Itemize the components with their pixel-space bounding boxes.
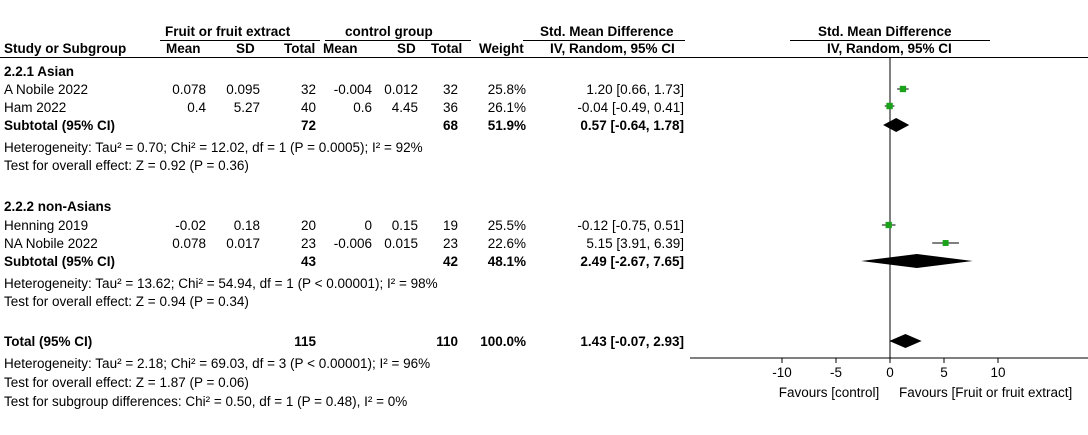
- mean2: 0.6: [353, 100, 372, 115]
- study-marker: [885, 221, 892, 229]
- subtotal-total1: 72: [300, 118, 316, 133]
- sd1: 0.18: [233, 218, 260, 233]
- mean2: 0: [364, 218, 372, 233]
- x-tick-label: -5: [830, 365, 842, 380]
- subgroup-differences-text: Test for subgroup differences: Chi² = 0.…: [4, 394, 408, 409]
- subtotal-total2: 68: [442, 118, 458, 133]
- col-method: IV, Random, 95% CI: [550, 41, 675, 56]
- col-sd1: SD: [236, 41, 255, 56]
- col-weight: Weight: [479, 41, 524, 56]
- total1: 20: [300, 218, 316, 233]
- col-mean1: Mean: [166, 41, 201, 56]
- study-marker: [899, 85, 907, 93]
- underline-smd-plot: [790, 40, 990, 41]
- mean1: 0.078: [172, 82, 206, 97]
- total1: 23: [300, 236, 316, 251]
- mean2: -0.006: [333, 236, 372, 251]
- underline-group2: [325, 40, 471, 41]
- total-weight: 100.0%: [480, 334, 526, 349]
- header-smd-plot: Std. Mean Difference: [818, 24, 952, 39]
- subgroup-title: 2.2.1 Asian: [4, 64, 75, 79]
- study-marker: [886, 102, 893, 110]
- mean1: -0.02: [175, 218, 206, 233]
- total2: 32: [442, 82, 458, 97]
- subgroup-title: 2.2.2 non-Asians: [4, 199, 112, 214]
- weight: 25.8%: [487, 82, 526, 97]
- sd2: 4.45: [391, 100, 418, 115]
- col-total2: Total: [431, 41, 463, 56]
- x-tick-label: 0: [886, 365, 894, 380]
- col-method-plot: IV, Random, 95% CI: [827, 41, 952, 56]
- total-overall-effect-text: Test for overall effect: Z = 1.87 (P = 0…: [4, 375, 249, 390]
- subtotal-ci: 2.49 [-2.67, 7.65]: [580, 254, 684, 269]
- weight: 25.5%: [487, 218, 526, 233]
- mean1: 0.078: [172, 236, 206, 251]
- total-ci: 1.43 [-0.07, 2.93]: [580, 334, 684, 349]
- x-tick-label: 5: [940, 365, 948, 380]
- study-marker: [942, 240, 949, 246]
- ci: -0.04 [-0.49, 0.41]: [577, 100, 684, 115]
- sd2: 0.15: [391, 218, 418, 233]
- weight: 22.6%: [487, 236, 526, 251]
- subtotal-weight: 51.9%: [487, 118, 526, 133]
- total2: 19: [442, 218, 458, 233]
- total-label: Total (95% CI): [4, 334, 93, 349]
- header-group2: control group: [345, 24, 433, 39]
- subtotal-weight: 48.1%: [487, 254, 526, 269]
- x-tick-label: -10: [772, 365, 792, 380]
- total1: 32: [300, 82, 316, 97]
- col-mean2: Mean: [323, 41, 358, 56]
- pooled-diamond: [861, 254, 973, 268]
- study-name: A Nobile 2022: [4, 82, 89, 97]
- subtotal-ci: 0.57 [-0.64, 1.78]: [580, 118, 684, 133]
- subtotal-total2: 42: [442, 254, 458, 269]
- mean1: 0.4: [187, 100, 206, 115]
- subtotal-label: Subtotal (95% CI): [4, 118, 116, 133]
- study-name: NA Nobile 2022: [4, 236, 98, 251]
- heterogeneity-text: Heterogeneity: Tau² = 0.70; Chi² = 12.02…: [4, 140, 423, 155]
- col-total1: Total: [284, 41, 316, 56]
- favours-treatment-label: Favours [Fruit or fruit extract]: [899, 385, 1073, 400]
- total1: 40: [300, 100, 316, 115]
- total2: 36: [442, 100, 458, 115]
- favours-control-label: Favours [control]: [778, 385, 880, 400]
- header-smd-table: Std. Mean Difference: [540, 24, 674, 39]
- x-tick-label: 10: [990, 365, 1005, 380]
- overall-effect-text: Test for overall effect: Z = 0.94 (P = 0…: [4, 294, 249, 309]
- sd1: 0.095: [226, 82, 260, 97]
- ci: -0.12 [-0.75, 0.51]: [577, 218, 684, 233]
- weight: 26.1%: [487, 100, 526, 115]
- sd2: 0.015: [384, 236, 418, 251]
- underline-smd-table: [523, 40, 685, 41]
- pooled-diamond: [889, 334, 922, 348]
- header-rule: [0, 57, 1088, 58]
- study-name: Ham 2022: [4, 100, 67, 115]
- subtotal-label: Subtotal (95% CI): [4, 254, 116, 269]
- col-sd2: SD: [397, 41, 416, 56]
- total-heterogeneity-text: Heterogeneity: Tau² = 2.18; Chi² = 69.03…: [4, 356, 431, 371]
- subtotal-total1: 43: [300, 254, 316, 269]
- mean2: -0.004: [333, 82, 372, 97]
- header-group1: Fruit or fruit extract: [165, 24, 291, 39]
- study-name: Henning 2019: [4, 218, 89, 233]
- total-total1: 115: [294, 334, 316, 349]
- total-total2: 110: [436, 334, 458, 349]
- underline-group1: [160, 40, 320, 41]
- col-study: Study or Subgroup: [4, 41, 127, 56]
- total2: 23: [442, 236, 458, 251]
- sd1: 5.27: [233, 100, 260, 115]
- ci: 5.15 [3.91, 6.39]: [586, 236, 684, 251]
- sd2: 0.012: [384, 82, 418, 97]
- heterogeneity-text: Heterogeneity: Tau² = 13.62; Chi² = 54.9…: [4, 276, 438, 291]
- ci: 1.20 [0.66, 1.73]: [586, 82, 684, 97]
- pooled-diamond: [883, 118, 910, 132]
- sd1: 0.017: [226, 236, 260, 251]
- overall-effect-text: Test for overall effect: Z = 0.92 (P = 0…: [4, 158, 249, 173]
